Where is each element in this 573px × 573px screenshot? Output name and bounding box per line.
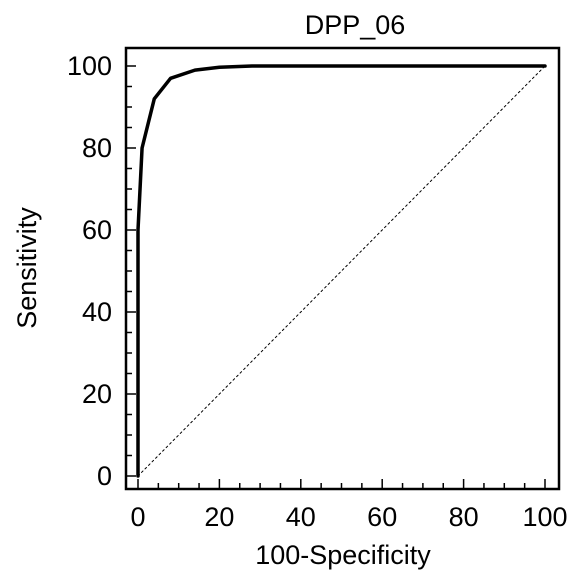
x-axis-ticks [138,479,545,489]
y-tick-label: 100 [67,51,112,81]
y-tick-label: 60 [82,215,112,245]
y-axis-ticks [126,66,136,476]
chart-title: DPP_06 [305,10,406,40]
reference-diagonal-line [138,66,545,476]
x-tick-label: 100 [522,502,567,532]
y-tick-label: 0 [97,461,112,491]
x-tick-label: 40 [286,502,316,532]
x-axis-tick-labels: 0 20 40 60 80 100 [130,502,567,532]
x-tick-label: 20 [204,502,234,532]
x-tick-label: 80 [449,502,479,532]
y-tick-label: 80 [82,133,112,163]
y-axis-tick-labels: 0 20 40 60 80 100 [67,51,112,491]
y-tick-label: 40 [82,297,112,327]
x-axis-label: 100-Specificity [255,540,431,570]
x-tick-label: 60 [367,502,397,532]
series-group [138,66,545,476]
x-tick-label: 0 [130,502,145,532]
y-axis-label: Sensitivity [12,207,42,329]
y-tick-label: 20 [82,379,112,409]
